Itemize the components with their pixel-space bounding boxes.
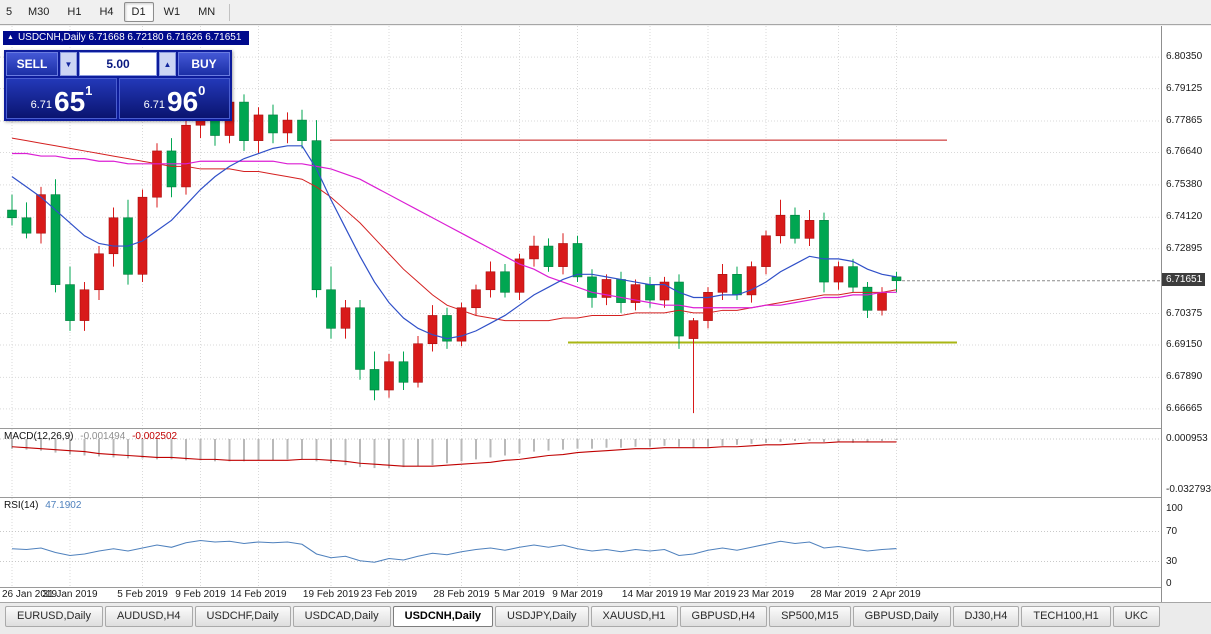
rsi-value: 47.1902 <box>45 500 82 511</box>
macd-name: MACD(12,26,9) <box>4 431 74 442</box>
date-axis-label: 19 Mar 2019 <box>679 589 737 600</box>
chart-tab-usdchf-daily[interactable]: USDCHF,Daily <box>194 606 291 627</box>
toolbar-divider <box>229 3 231 21</box>
date-axis-label: 28 Mar 2019 <box>810 589 867 600</box>
date-axis-label: 26 Jan 2019 <box>2 589 58 600</box>
date-axis-label: 5 Mar 2019 <box>494 589 545 600</box>
date-axis-label: 5 Feb 2019 <box>117 589 168 600</box>
date-axis-label: 19 Feb 2019 <box>302 589 360 600</box>
chart-title-arrow-icon: ▲ <box>7 34 14 41</box>
date-axis-label: 2 Apr 2019 <box>872 589 921 600</box>
chart-title-text: USDCNH,Daily 6.71668 6.72180 6.71626 6.7… <box>17 32 242 43</box>
rsi-axis-label: 100 <box>1166 503 1183 514</box>
price-axis-label: 6.75380 <box>1166 178 1203 190</box>
chart-tab-sp500-m15[interactable]: SP500,M15 <box>769 606 851 627</box>
macd-axis-label: 0.000953 <box>1166 433 1208 444</box>
price-axis-label: 6.77865 <box>1166 114 1203 126</box>
chart-tab-gbpusd-h4[interactable]: GBPUSD,H4 <box>679 606 768 627</box>
rsi-axis-label: 0 <box>1166 578 1172 589</box>
chart-area[interactable]: ▲ USDCNH,Daily 6.71668 6.72180 6.71626 6… <box>0 26 1211 602</box>
chart-tabs-bar: EURUSD,Daily AUDUSD,H4 USDCHF,Daily USDCAD,… <box>0 602 1211 634</box>
rsi-panel-canvas[interactable] <box>0 498 1161 587</box>
buy-price-sup: 0 <box>198 83 206 98</box>
timeframe-button-w1[interactable]: W1 <box>163 6 181 18</box>
rsi-axis-label: 70 <box>1166 525 1178 537</box>
chart-tab-xauusd-h1[interactable]: XAUUSD,H1 <box>590 606 678 627</box>
chart-title-bar: ▲ USDCNH,Daily 6.71668 6.72180 6.71626 6… <box>3 31 250 45</box>
one-click-trading-panel: SELL ▼ 5.00 ▲ BUY 6.71 65 1 6.71 96 0 <box>4 50 232 121</box>
volume-increase-button[interactable]: ▲ <box>159 52 176 76</box>
timeframe-button-h1[interactable]: H1 <box>67 6 82 18</box>
time-axis[interactable]: 26 Jan 2019 31 Jan 2019 5 Feb 2019 9 Feb 20… <box>0 588 1161 602</box>
chart-tab-usdcnh-daily[interactable]: USDCNH,Daily <box>392 606 494 627</box>
chart-tab-dj30-h4[interactable]: DJ30,H4 <box>952 606 1020 627</box>
price-axis-label: 6.72895 <box>1166 242 1203 254</box>
macd-panel-canvas[interactable] <box>0 429 1161 497</box>
chart-tab-audusd-h4[interactable]: AUDUSD,H4 <box>104 606 193 627</box>
panel-divider[interactable] <box>0 428 1211 429</box>
chart-tab-gbpusd-daily[interactable]: GBPUSD,Daily <box>852 606 951 627</box>
chart-tab-usdjpy-daily[interactable]: USDJPY,Daily <box>495 606 589 627</box>
macd-title: MACD(12,26,9) -0.001494 -0.002502 <box>4 431 177 442</box>
date-axis-label: 9 Mar 2019 <box>552 589 603 600</box>
buy-price-prefix: 6.71 <box>143 99 166 111</box>
chart-tab-usdcad-daily[interactable]: USDCAD,Daily <box>292 606 391 627</box>
date-axis-label: 14 Mar 2019 <box>621 589 679 600</box>
timeframe-button-d1[interactable]: D1 <box>123 2 154 22</box>
price-axis-label: 6.66665 <box>1166 402 1203 414</box>
price-axis-label: 6.67890 <box>1166 371 1203 383</box>
panel-divider <box>0 587 1211 588</box>
sell-button[interactable]: SELL <box>6 52 58 76</box>
timeframe-button-5[interactable]: 5 <box>6 6 13 18</box>
chart-tab-ukc[interactable]: UKC <box>1112 606 1160 627</box>
timeframe-button-m30[interactable]: M30 <box>28 6 50 18</box>
rsi-axis-label: 30 <box>1166 555 1178 567</box>
sell-price-prefix: 6.71 <box>30 99 53 111</box>
timeframe-button-h4[interactable]: H4 <box>99 6 114 18</box>
price-axis[interactable]: 6.71651 6.80350 6.79125 6.77865 6.76640 6.75… <box>1161 26 1211 602</box>
timeframe-toolbar: 5 M30 H1 H4 D1 W1 MN <box>0 0 1211 25</box>
price-axis-label: 6.74120 <box>1166 211 1203 223</box>
macd-axis-label: -0.032793 <box>1166 484 1211 495</box>
macd-main-value: -0.001494 <box>80 431 126 442</box>
price-chart-canvas[interactable] <box>0 26 1161 428</box>
date-axis-label: 9 Feb 2019 <box>175 589 226 600</box>
price-axis-label: 6.79125 <box>1166 82 1203 94</box>
sell-price-sup: 1 <box>85 83 93 98</box>
chart-tab-tech100-h1[interactable]: TECH100,H1 <box>1021 606 1111 627</box>
date-axis-label: 31 Jan 2019 <box>42 589 98 600</box>
volume-input[interactable]: 5.00 <box>79 52 157 76</box>
timeframe-button-mn[interactable]: MN <box>198 6 216 18</box>
date-axis-label: 23 Feb 2019 <box>360 589 418 600</box>
volume-decrease-button[interactable]: ▼ <box>60 52 77 76</box>
rsi-name: RSI(14) <box>4 500 39 511</box>
sell-price-display[interactable]: 6.71 65 1 <box>6 78 117 119</box>
date-axis-label: 28 Feb 2019 <box>433 589 490 600</box>
date-axis-label: 14 Feb 2019 <box>230 589 287 600</box>
price-axis-label: 6.69150 <box>1166 339 1203 351</box>
current-price-badge: 6.71651 <box>1162 272 1206 286</box>
macd-signal-value: -0.002502 <box>132 431 178 442</box>
price-axis-label: 6.70375 <box>1166 307 1203 319</box>
date-axis-label: 23 Mar 2019 <box>737 589 795 600</box>
rsi-title: RSI(14) 47.1902 <box>4 500 81 511</box>
panel-divider[interactable] <box>0 497 1211 498</box>
price-axis-label: 6.76640 <box>1166 146 1203 158</box>
sell-price-big: 65 <box>54 86 86 118</box>
chart-tab-eurusd-daily[interactable]: EURUSD,Daily <box>5 606 103 627</box>
buy-price-big: 96 <box>167 86 199 118</box>
buy-button[interactable]: BUY <box>178 52 230 76</box>
buy-price-display[interactable]: 6.71 96 0 <box>119 78 230 119</box>
price-axis-label: 6.80350 <box>1166 51 1203 63</box>
